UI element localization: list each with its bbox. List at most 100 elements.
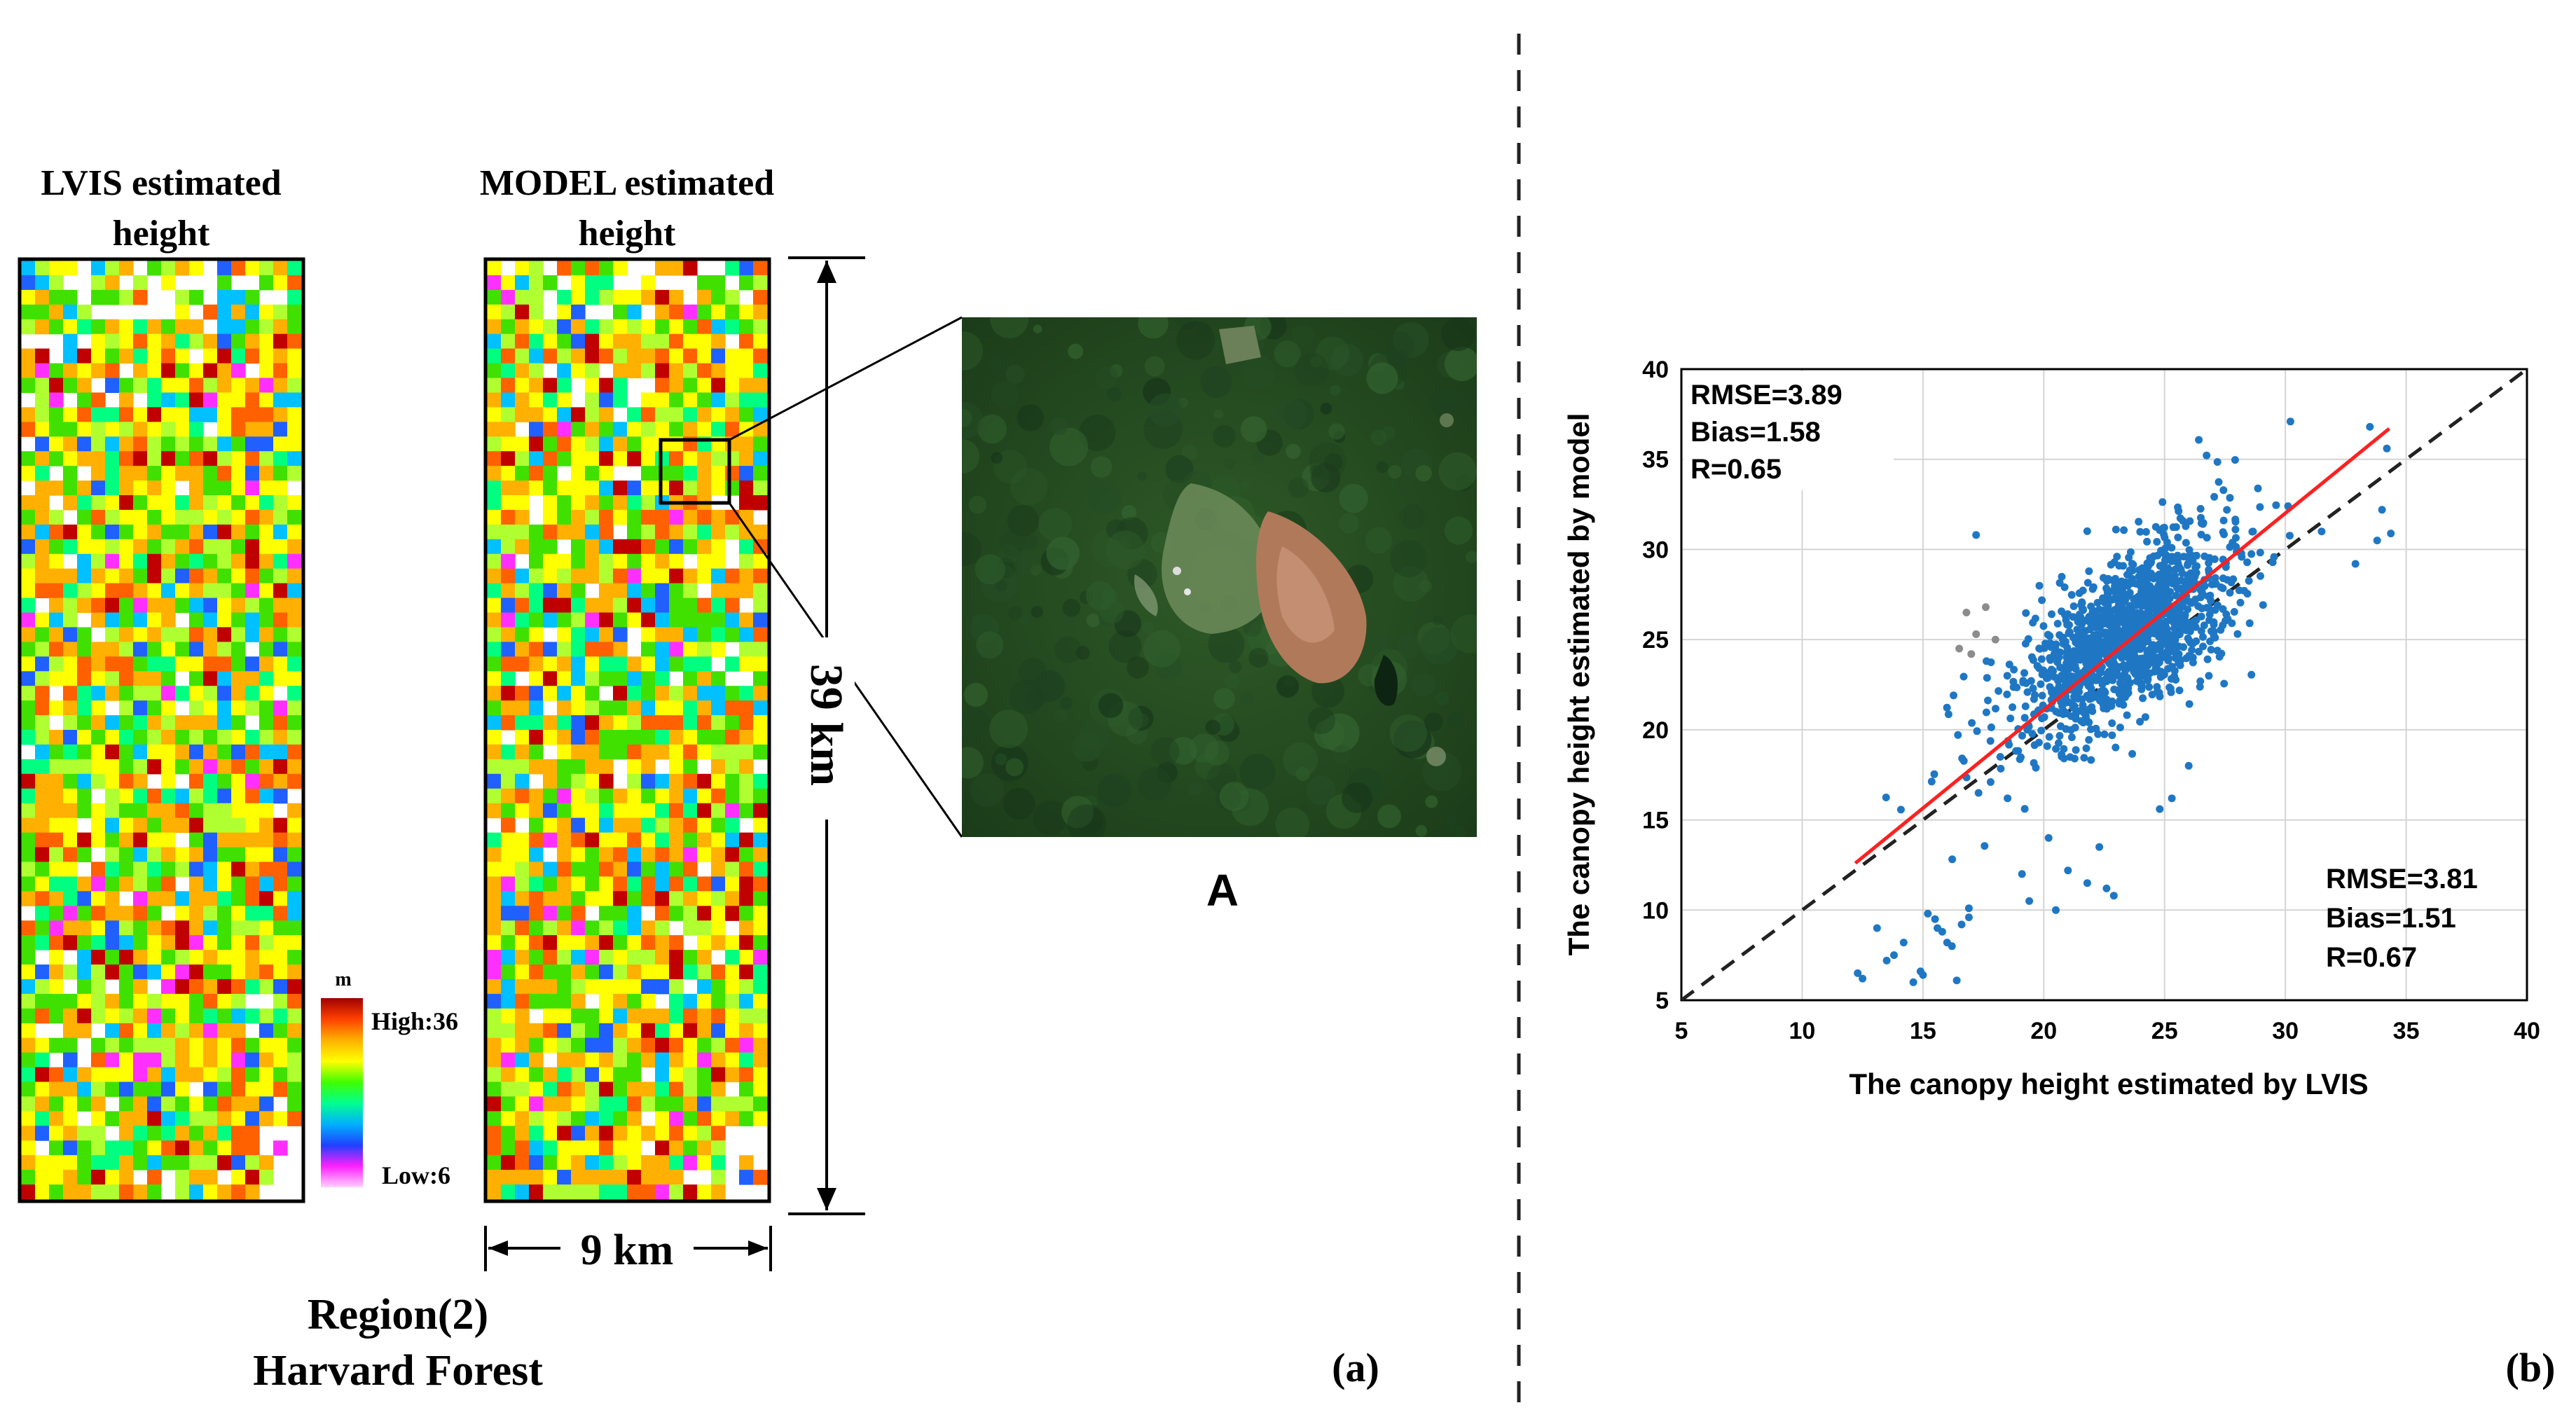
- data-point: [2210, 621, 2218, 629]
- height-cell: [105, 920, 120, 936]
- height-cell: [711, 862, 726, 877]
- data-point: [2069, 602, 2078, 610]
- height-cell: [231, 1096, 246, 1112]
- height-cell: [627, 333, 642, 350]
- data-point: [2050, 650, 2058, 658]
- height-cell: [273, 363, 288, 379]
- height-cell: [753, 1037, 768, 1053]
- height-cell: [739, 686, 754, 701]
- height-cell: [259, 304, 274, 320]
- height-cell: [613, 1096, 628, 1112]
- height-cell: [147, 920, 162, 936]
- height-cell: [91, 671, 106, 686]
- height-cell: [259, 965, 274, 980]
- height-cell: [259, 466, 274, 481]
- data-point: [2037, 655, 2046, 663]
- height-cell: [217, 597, 232, 614]
- height-cell: [515, 1023, 530, 1039]
- height-cell: [105, 965, 120, 980]
- height-cell: [49, 965, 64, 980]
- height-cell: [711, 993, 726, 1009]
- height-cell: [217, 1111, 232, 1126]
- height-cell: [49, 656, 64, 672]
- height-cell: [529, 788, 544, 804]
- height-cell: [669, 730, 684, 745]
- data-point: [2164, 654, 2172, 663]
- height-cell: [287, 319, 302, 335]
- height-cell: [515, 1081, 530, 1097]
- data-point: [2169, 573, 2177, 581]
- height-cell: [217, 1052, 232, 1068]
- height-cell: [21, 319, 36, 335]
- height-cell: [557, 1111, 572, 1126]
- height-cell: [119, 715, 134, 731]
- height-cell: [627, 950, 642, 965]
- data-point: [2175, 686, 2184, 695]
- height-cell: [739, 407, 754, 422]
- height-cell: [571, 950, 586, 965]
- height-cell: [599, 773, 614, 789]
- height-cell: [105, 642, 120, 657]
- height-cell: [231, 744, 246, 760]
- height-cell: [49, 261, 64, 276]
- height-cell: [91, 1184, 106, 1200]
- height-cell: [161, 451, 176, 466]
- height-cell: [35, 876, 50, 892]
- height-cell: [287, 363, 302, 379]
- height-cell: [613, 656, 628, 672]
- height-cell: [175, 1008, 190, 1024]
- data-point: [2155, 658, 2163, 667]
- height-cell: [35, 671, 50, 686]
- data-point: [2037, 726, 2046, 735]
- height-cell: [543, 481, 558, 496]
- height-cell: [655, 744, 670, 760]
- height-cell: [77, 524, 92, 540]
- height-cell: [683, 1052, 698, 1068]
- height-cell: [21, 289, 36, 305]
- height-cell: [753, 656, 768, 672]
- height-cell: [753, 788, 768, 804]
- height-cell: [655, 876, 670, 892]
- height-cell: [627, 422, 642, 437]
- height-cell: [21, 495, 36, 511]
- height-cell: [571, 539, 586, 555]
- height-cell: [627, 700, 642, 716]
- height-cell: [487, 333, 502, 350]
- height-cell: [189, 1111, 204, 1126]
- height-cell: [35, 553, 50, 569]
- data-point: [1991, 635, 1999, 644]
- height-cell: [273, 1008, 288, 1024]
- height-cell: [753, 950, 768, 965]
- height-cell: [529, 304, 544, 320]
- height-cell: [641, 612, 656, 628]
- height-cell: [35, 1096, 50, 1112]
- x-tick-label: 35: [2393, 1018, 2420, 1044]
- height-cell: [245, 1126, 260, 1141]
- height-cell: [217, 289, 232, 305]
- height-cell: [725, 422, 740, 437]
- data-point: [2203, 655, 2212, 663]
- height-cell: [599, 407, 614, 422]
- height-cell: [273, 1081, 288, 1097]
- height-cell: [515, 788, 530, 804]
- height-cell: [49, 553, 64, 569]
- data-point: [2088, 640, 2096, 648]
- height-cell: [63, 906, 78, 921]
- height-cell: [273, 597, 288, 614]
- height-cell: [697, 847, 712, 862]
- data-point: [2215, 653, 2224, 661]
- height-cell: [119, 289, 134, 305]
- height-cell: [49, 730, 64, 745]
- height-cell: [147, 583, 162, 599]
- height-cell: [49, 993, 64, 1009]
- data-point: [2100, 686, 2108, 695]
- height-cell: [35, 627, 50, 642]
- height-cell: [557, 348, 572, 364]
- height-cell: [203, 553, 218, 569]
- height-cell: [725, 744, 740, 760]
- height-cell: [739, 392, 754, 408]
- height-cell: [231, 627, 246, 642]
- height-cell: [501, 304, 516, 320]
- height-cell: [501, 1096, 516, 1112]
- height-cell: [63, 319, 78, 335]
